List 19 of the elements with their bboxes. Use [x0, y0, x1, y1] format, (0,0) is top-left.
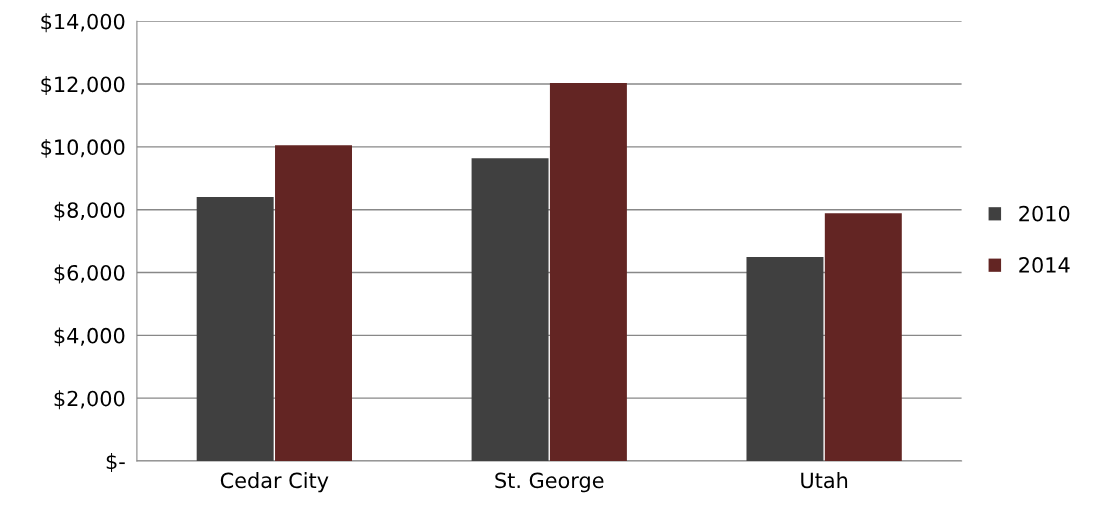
bar — [746, 257, 824, 461]
bar — [471, 158, 549, 461]
y-tick-label: $6,000 — [54, 264, 125, 284]
y-tick-label: $4,000 — [54, 327, 125, 347]
y-tick-label: $- — [106, 453, 125, 472]
y-tick-label: $14,000 — [41, 13, 125, 33]
y-tick-label: $8,000 — [54, 201, 125, 221]
bar — [824, 213, 902, 461]
y-tick-label: $10,000 — [41, 138, 125, 158]
y-tick-label: $12,000 — [41, 76, 125, 95]
legend-label: 2010 — [1019, 205, 1070, 222]
y-tick-label: $2,000 — [54, 390, 125, 410]
legend-label: 2014 — [1019, 257, 1070, 273]
x-tick-label: Cedar City — [220, 472, 329, 493]
bar — [196, 197, 274, 461]
bar — [549, 83, 627, 461]
x-tick-label: St. George — [495, 472, 604, 493]
bar — [275, 145, 352, 461]
x-tick-label: Utah — [801, 472, 848, 489]
